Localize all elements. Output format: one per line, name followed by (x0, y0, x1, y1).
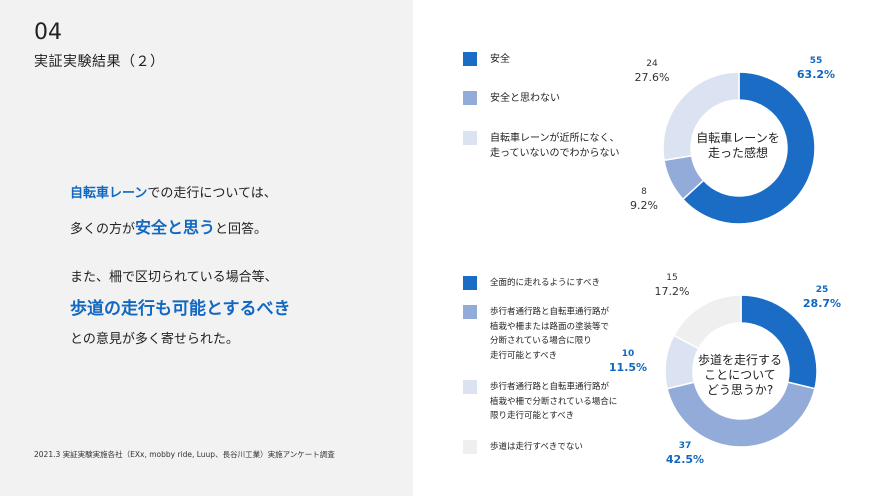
data-label-count: 24 (646, 59, 658, 69)
message-line-5: との意見が多く寄せられた。 (70, 332, 239, 347)
legend-item-not-allowed: 歩道は走行すべきでない (463, 440, 583, 455)
donut-slice-safe (681, 71, 816, 225)
donut-center-label-lane: 自転車レーンを 走った感想 (696, 131, 780, 160)
legend-swatch (463, 276, 477, 290)
message-highlight-lane: 自転車レーン (70, 186, 148, 201)
legend-swatch (463, 380, 477, 394)
legend-label: 歩道は走行すべきでない (490, 442, 583, 452)
legend-swatch (463, 305, 477, 319)
legend-swatch (463, 131, 477, 145)
message-line-3: また、柵で区切られている場合等、 (70, 270, 278, 285)
data-label-not-allowed: 15 17.2% (652, 272, 692, 298)
slide-title: 実証実験結果（２） (34, 54, 165, 70)
legend-label: 安全と思わない (490, 93, 560, 104)
left-panel (0, 0, 413, 496)
data-label-separated-paint: 37 42.5% (663, 440, 707, 466)
data-label-percent: 11.5% (608, 361, 648, 374)
legend-swatch (463, 91, 477, 105)
data-label-percent: 28.7% (802, 297, 842, 310)
data-label-percent: 17.2% (654, 285, 690, 298)
legend-item-safe: 安全 (463, 52, 510, 67)
data-label-percent: 9.2% (630, 199, 658, 212)
donut-slice-not-allowed (672, 294, 742, 350)
legend-item-unknown: 自転車レーンが近所になく、 走っていないのでわからない (463, 131, 620, 161)
data-label-percent: 27.6% (634, 71, 670, 84)
donut-center-label-sidewalk: 歩道を走行する ことについて どう思うか? (697, 353, 782, 397)
data-label-count: 10 (621, 349, 635, 359)
donut-slice-separated-paint (666, 381, 816, 448)
legend-item-separated-fence: 歩行者通行路と自転車通行路が 植栽や柵で分断されている場合に 限り走行可能とすべ… (463, 380, 617, 424)
data-label-count: 25 (815, 285, 829, 295)
data-label-not-safe: 8 9.2% (627, 186, 661, 212)
legend-swatch (463, 440, 477, 454)
legend-item-separated-paint: 歩行者通行路と自転車通行路が 植栽や柵または路面の塗装等で 分断されている場合に… (463, 305, 609, 363)
legend-label: 歩行者通行路と自転車通行路が 植栽や柵で分断されている場合に 限り走行可能とすべ… (490, 382, 618, 421)
message-line-2-post: と回答。 (215, 222, 268, 237)
data-label-unknown: 24 27.6% (632, 58, 672, 84)
donut-slice-unknown (662, 71, 740, 162)
data-label-separated-fence: 10 11.5% (606, 348, 650, 374)
message-line-1: 自転車レーンでの走行については、 (70, 182, 277, 201)
legend-item-fully-allowed: 全面的に走れるようにすべき (463, 276, 600, 291)
message-highlight-safe: 安全と思う (135, 218, 216, 237)
data-label-percent: 42.5% (665, 453, 705, 466)
data-label-fully-allowed: 25 28.7% (802, 284, 842, 310)
legend-label: 全面的に走れるようにすべき (490, 278, 600, 288)
data-label-count: 55 (809, 56, 823, 66)
message-line-2-pre: 多くの方が (70, 222, 136, 237)
data-label-safe: 55 63.2% (796, 55, 836, 81)
legend-item-not-safe: 安全と思わない (463, 91, 560, 106)
message-line-2: 多くの方が安全と思うと回答。 (70, 214, 267, 238)
data-label-percent: 63.2% (796, 68, 836, 81)
slide-number: 04 (34, 20, 62, 45)
legend-label: 歩行者通行路と自転車通行路が 植栽や柵または路面の塗装等で 分断されている場合に… (490, 307, 610, 361)
legend-label: 自転車レーンが近所になく、 走っていないのでわからない (490, 133, 620, 159)
message-line-1-rest: での走行については、 (147, 186, 277, 201)
legend-swatch (463, 52, 477, 66)
data-label-count: 8 (641, 187, 647, 197)
footnote: 2021.3 実証実験実施各社（EXx, mobby ride, Luup、長谷… (34, 450, 335, 459)
data-label-count: 15 (666, 273, 678, 283)
data-label-count: 37 (678, 441, 692, 451)
message-highlight-sidewalk: 歩道の走行も可能とするべき (70, 299, 291, 319)
legend-label: 安全 (490, 54, 510, 65)
